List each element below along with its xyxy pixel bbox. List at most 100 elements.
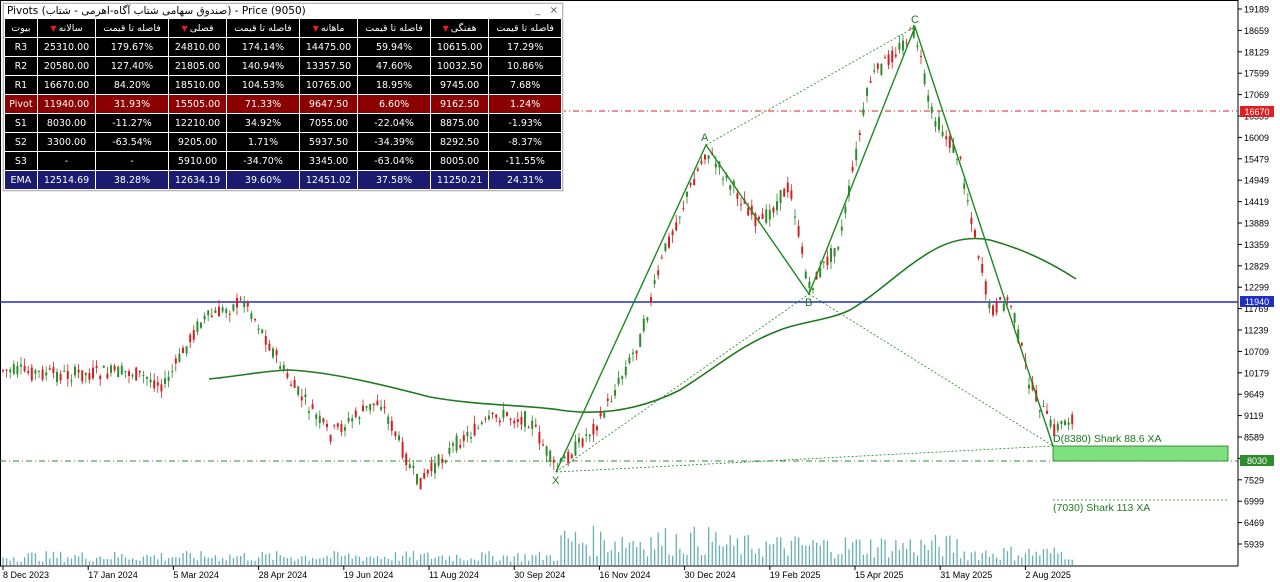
header-cell[interactable]: فاصله تا قیمت: [96, 19, 168, 37]
pattern-label-x: X: [552, 475, 560, 487]
candle-body: [459, 445, 462, 448]
candle-body: [542, 444, 544, 446]
panel-title: Pivots (صندوق سهامی شتاب آگاه-اهرمی - شت…: [7, 5, 306, 17]
candle-body: [873, 70, 876, 72]
volume-bar: [99, 556, 101, 565]
candle-body: [254, 319, 256, 321]
header-cell[interactable]: فاصله تا قیمت: [227, 19, 299, 37]
volume-bar: [718, 545, 721, 565]
candle-body: [599, 411, 602, 417]
candle-body: [948, 136, 951, 148]
candle-body: [189, 334, 192, 343]
pivots-panel[interactable]: Pivots (صندوق سهامی شتاب آگاه-اهرمی - شت…: [3, 3, 563, 191]
table-cell: 8005.00: [430, 152, 489, 170]
volume-bar: [996, 557, 998, 565]
candle-body: [970, 217, 973, 224]
volume-bar: [801, 545, 803, 565]
volume-bar: [891, 551, 893, 565]
header-cell[interactable]: ▼ فصلی: [168, 19, 227, 37]
candle-body: [552, 459, 555, 463]
candle-body: [1013, 312, 1016, 323]
sort-arrow-icon[interactable]: ▼: [442, 23, 449, 33]
candle-body: [1071, 414, 1074, 425]
candle-body: [934, 120, 937, 127]
candle-body: [498, 420, 501, 423]
candle-body: [448, 447, 451, 454]
table-row: R3 25310.00 179.67% 24810.00 174.14% 14475.00…: [5, 38, 561, 56]
time-tick-label: 28 Apr 2024: [259, 570, 308, 580]
candle-body: [441, 458, 444, 463]
volume-bar: [42, 561, 44, 565]
table-cell: 104.53%: [227, 76, 299, 94]
candle-body: [383, 406, 386, 409]
table-cell: 25310.00: [37, 38, 96, 56]
volume-bar: [931, 540, 933, 565]
volume-bar: [409, 557, 411, 565]
candle-body: [1064, 420, 1066, 426]
volume-bar: [1046, 548, 1048, 565]
candle-body: [945, 136, 948, 140]
candle-body: [408, 464, 411, 469]
candle-body: [1010, 305, 1012, 307]
volume-bar: [474, 559, 476, 565]
candle-body: [315, 414, 318, 419]
panel-title-bar[interactable]: Pivots (صندوق سهامی شتاب آگاه-اهرمی - شت…: [4, 4, 562, 18]
sort-arrow-icon[interactable]: ▼: [50, 23, 57, 33]
table-cell: 8292.50: [430, 133, 489, 151]
volume-bar: [733, 546, 735, 565]
sort-arrow-icon[interactable]: ▼: [312, 23, 319, 33]
volume-bar: [672, 555, 674, 565]
header-cell[interactable]: ▼ هفتگی: [430, 19, 489, 37]
header-cell[interactable]: فاصله تا قیمت: [489, 19, 561, 37]
candle-body: [290, 384, 292, 386]
price-tick-label: 12829: [1244, 261, 1269, 271]
header-cell[interactable]: فاصله تا قیمت: [358, 19, 430, 37]
volume-bar: [841, 554, 843, 565]
volume-bar: [178, 557, 181, 565]
candle-body: [326, 423, 328, 428]
candle-body: [207, 310, 210, 316]
table-cell: -8.37%: [489, 133, 561, 151]
price-tick-label: 14949: [1244, 176, 1269, 186]
price-tick-label: 11239: [1244, 326, 1268, 336]
volume-bar: [661, 545, 663, 565]
volume-bar: [1006, 551, 1009, 565]
time-tick-label: 19 Feb 2025: [770, 570, 821, 580]
volume-bar: [1028, 548, 1030, 565]
volume-bar: [1064, 559, 1066, 565]
volume-bar: [916, 555, 919, 565]
table-cell: -11.55%: [489, 152, 561, 170]
sort-arrow-icon[interactable]: ▼: [181, 23, 188, 33]
volume-bar: [502, 555, 505, 565]
close-icon[interactable]: ×: [549, 5, 558, 16]
candle-body: [38, 370, 40, 372]
header-cell[interactable]: ▼ سالانه: [37, 19, 96, 37]
candle-body: [81, 370, 84, 382]
volume-bar: [168, 558, 170, 565]
shark-d-zone: [1052, 445, 1229, 462]
candle-body: [740, 204, 742, 206]
volume-bar: [726, 544, 728, 565]
volume-bar: [391, 560, 393, 565]
volume-bar: [603, 540, 605, 565]
minimize-icon[interactable]: _: [535, 5, 541, 16]
candle-body: [909, 28, 912, 30]
candle-body: [210, 315, 213, 318]
table-cell: 59.94%: [358, 38, 430, 56]
candle-body: [984, 281, 987, 295]
candle-body: [920, 56, 922, 58]
candle-body: [149, 379, 152, 383]
header-cell[interactable]: ▼ ماهانه: [299, 19, 358, 37]
volume-bar: [736, 538, 739, 565]
candle-body: [437, 454, 440, 466]
candle-body: [473, 423, 476, 436]
table-row: S2 3300.00 -63.54% 9205.00 1.71% 5937.50 -34.3…: [5, 133, 561, 151]
svg-text:11940: 11940: [1245, 297, 1269, 307]
volume-bar: [549, 554, 551, 565]
price-tick-label: 10709: [1244, 347, 1269, 357]
price-tag-pivot: 11940: [1240, 296, 1274, 307]
volume-bar: [960, 558, 962, 565]
candle-body: [167, 376, 170, 381]
volume-bar: [963, 551, 965, 565]
candle-body: [693, 178, 696, 186]
